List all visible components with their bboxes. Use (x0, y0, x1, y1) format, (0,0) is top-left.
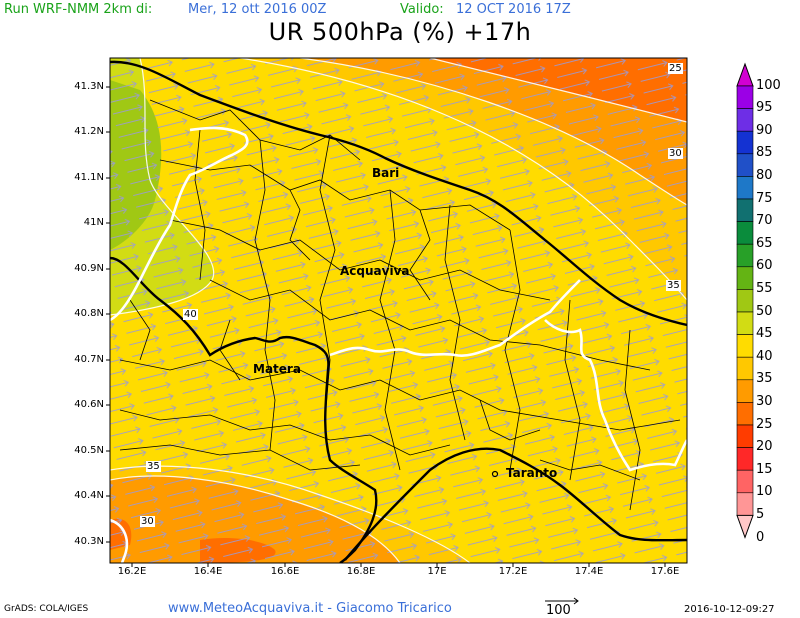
colorbar-level-label: 65 (756, 235, 773, 251)
lat-tick-label: 40.8N (74, 308, 104, 319)
lat-tick-label: 40.6N (74, 399, 104, 410)
city-label-taranto: Taranto (506, 466, 558, 480)
valid-label: Valido: (400, 2, 444, 17)
colorbar-level-label: 95 (756, 100, 773, 116)
lat-tick-label: 41.3N (74, 81, 104, 92)
run-label: Run WRF-NMM 2km di: (4, 2, 153, 17)
colorbar (736, 62, 754, 539)
colorbar-level-label: 10 (756, 484, 773, 500)
colorbar-level-label: 85 (756, 145, 773, 161)
lon-tick-label: 17.2E (498, 566, 528, 577)
contour-label: 30 (668, 148, 683, 159)
lon-tick-label: 16.8E (346, 566, 376, 577)
lat-tick-label: 40.7N (74, 354, 104, 365)
reference-vector-label: 100 (546, 603, 571, 618)
colorbar-level-label: 60 (756, 258, 773, 274)
colorbar-swatch (736, 221, 754, 245)
lat-tick-label: 40.4N (74, 490, 104, 501)
lon-tick-label: 17.4E (574, 566, 604, 577)
colorbar-swatch (736, 492, 754, 516)
colorbar-top-arrow (736, 62, 754, 87)
colorbar-swatch (736, 243, 754, 268)
colorbar-level-label: 5 (756, 506, 765, 522)
colorbar-bottom-arrow (736, 514, 754, 539)
colorbar-swatch (736, 311, 754, 335)
colorbar-swatch (736, 424, 754, 448)
lat-tick-label: 40.3N (74, 536, 104, 547)
lon-tick-label: 17E (427, 566, 447, 577)
city-label-bari: Bari (372, 166, 400, 180)
colorbar-swatch (736, 198, 754, 222)
colorbar-level-label: 15 (756, 461, 773, 477)
colorbar-swatch (736, 379, 754, 403)
contour-label: 40 (183, 309, 198, 320)
contour-label: 35 (666, 280, 681, 291)
colorbar-swatch (736, 402, 754, 426)
colorbar-swatch (736, 469, 754, 494)
lon-tick-label: 17.6E (650, 566, 680, 577)
municipal-boundaries (119, 99, 681, 511)
colorbar-level-label: 70 (756, 213, 773, 229)
software-credit: GrADS: COLA/IGES (4, 604, 89, 614)
colorbar-swatch (736, 176, 754, 200)
colorbar-swatch (736, 289, 754, 313)
city-label-matera: Matera (253, 362, 301, 376)
humidity-field (110, 58, 687, 563)
colorbar-swatch (736, 447, 754, 471)
colorbar-level-label: 20 (756, 439, 773, 455)
taranto-marker (491, 470, 499, 478)
regional-boundaries (110, 60, 687, 563)
wind-arrows (110, 58, 687, 563)
colorbar-swatch (736, 356, 754, 381)
colorbar-swatch (736, 85, 754, 109)
colorbar-swatch (736, 130, 754, 155)
contour-label: 25 (668, 63, 683, 74)
axis-ticks (106, 86, 666, 567)
map-title: UR 500hPa (%) +17h (268, 18, 532, 46)
contour-lines (110, 58, 687, 563)
lat-tick-label: 40.9N (74, 263, 104, 274)
lat-tick-label: 40.5N (74, 445, 104, 456)
colorbar-swatch (736, 108, 754, 132)
lat-tick-label: 41.2N (74, 126, 104, 137)
colorbar-level-label: 35 (756, 371, 773, 387)
contour-label: 35 (146, 461, 161, 472)
colorbar-level-label: 40 (756, 348, 773, 364)
city-label-acquaviva: Acquaviva (340, 264, 410, 278)
colorbar-level-label: 100 (756, 77, 781, 93)
lon-tick-label: 16.2E (117, 566, 147, 577)
colorbar-swatch (736, 266, 754, 290)
generation-timestamp: 2016-10-12-09:27 (684, 604, 775, 615)
colorbar-level-label: 30 (756, 393, 773, 409)
provincial-boundaries (110, 126, 687, 563)
lon-tick-label: 16.6E (270, 566, 300, 577)
lon-tick-label: 16.4E (193, 566, 223, 577)
colorbar-level-label: 25 (756, 416, 773, 432)
colorbar-level-label: 55 (756, 280, 773, 296)
colorbar-level-label: 0 (756, 529, 765, 545)
city-markers (491, 470, 499, 478)
colorbar-swatch (736, 334, 754, 358)
colorbar-level-label: 45 (756, 326, 773, 342)
reference-vector-arrow (545, 597, 579, 605)
lat-tick-label: 41N (83, 217, 104, 228)
colorbar-level-label: 80 (756, 167, 773, 183)
colorbar-level-label: 75 (756, 190, 773, 206)
contour-label: 30 (140, 516, 155, 527)
colorbar-swatch (736, 153, 754, 177)
run-date: Mer, 12 ott 2016 00Z (188, 2, 327, 17)
colorbar-level-label: 90 (756, 122, 773, 138)
colorbar-level-label: 50 (756, 303, 773, 319)
valid-date: 12 OCT 2016 17Z (456, 2, 571, 17)
author-credit: www.MeteoAcquaviva.it - Giacomo Tricaric… (168, 601, 452, 616)
map-frame (109, 57, 688, 564)
lat-tick-label: 41.1N (74, 172, 104, 183)
